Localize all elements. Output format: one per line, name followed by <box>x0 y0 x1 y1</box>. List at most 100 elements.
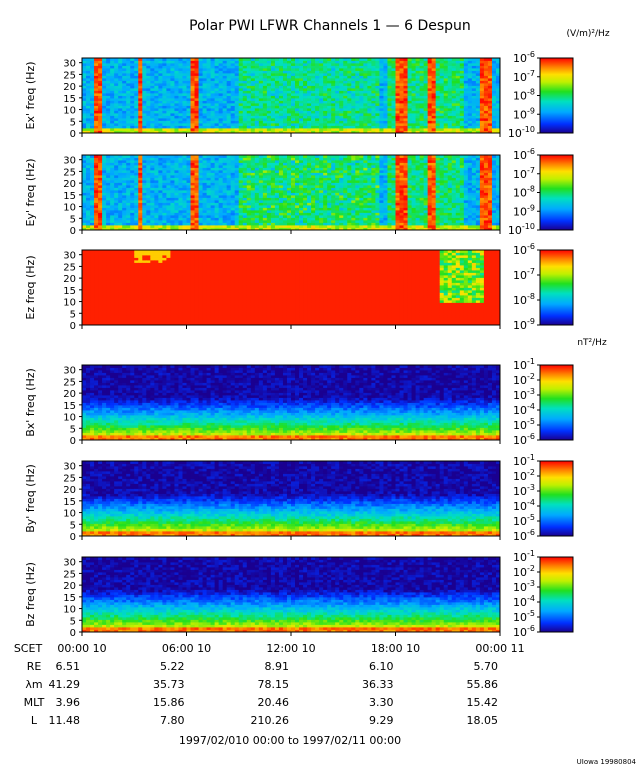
heatmap-cell <box>238 175 244 178</box>
heatmap-cell <box>182 190 187 193</box>
heatmap-cell <box>174 227 179 231</box>
heatmap-cell <box>106 200 111 203</box>
heatmap-cell <box>206 63 212 66</box>
heatmap-cell <box>443 108 449 111</box>
heatmap-cell <box>459 90 465 94</box>
heatmap-cell <box>270 128 276 131</box>
heatmap-cell <box>158 90 163 94</box>
heatmap-cell <box>154 108 159 111</box>
heatmap-cell <box>194 172 199 176</box>
heatmap-cell <box>130 160 135 163</box>
heatmap-cell <box>274 103 280 106</box>
heatmap-cell <box>166 103 171 106</box>
heatmap-cell <box>222 162 228 166</box>
heatmap-cell <box>286 207 292 211</box>
heatmap-cell <box>214 210 220 213</box>
heatmap-cell <box>391 105 396 109</box>
heatmap-cell <box>319 85 324 89</box>
heatmap-cell <box>130 225 135 228</box>
heatmap-cell <box>375 123 380 126</box>
heatmap-cell <box>335 100 340 104</box>
heatmap-cell <box>214 195 220 198</box>
heatmap-cell <box>198 155 203 158</box>
heatmap-cell <box>170 162 175 166</box>
heatmap-cell <box>234 90 240 94</box>
heatmap-cell <box>262 90 268 94</box>
heatmap-cell <box>262 120 268 124</box>
heatmap-cell <box>363 80 368 84</box>
heatmap-cell <box>146 108 151 111</box>
heatmap-cell <box>214 157 220 161</box>
heatmap-cell <box>455 85 461 89</box>
heatmap-cell <box>274 187 280 191</box>
heatmap-cell <box>407 73 412 76</box>
heatmap-cell <box>282 182 288 186</box>
heatmap-cell <box>194 192 199 196</box>
heatmap-cell <box>138 105 143 109</box>
heatmap-cell <box>258 185 264 188</box>
heatmap-cell <box>339 103 344 106</box>
heatmap-cell <box>162 83 167 86</box>
heatmap-cell <box>258 192 264 196</box>
heatmap-cell <box>118 130 123 134</box>
heatmap-cell <box>467 78 473 81</box>
heatmap-cell <box>250 197 256 201</box>
heatmap-cell <box>487 98 493 101</box>
heatmap-cell <box>299 180 304 183</box>
heatmap-cell <box>142 108 147 111</box>
heatmap-cell <box>214 75 220 79</box>
heatmap-cell <box>242 162 248 166</box>
heatmap-cell <box>347 75 352 79</box>
heatmap-cell <box>295 110 300 114</box>
heatmap-cell <box>134 220 139 223</box>
heatmap-cell <box>383 113 388 116</box>
heatmap-cell <box>214 162 220 166</box>
heatmap-cell <box>186 217 191 221</box>
heatmap-cell <box>483 75 489 79</box>
heatmap-cell <box>254 205 260 208</box>
heatmap-cell <box>295 167 300 171</box>
heatmap-cell <box>307 63 312 66</box>
heatmap-cell <box>122 192 127 196</box>
heatmap-cell <box>150 210 155 213</box>
heatmap-cell <box>495 75 501 79</box>
heatmap-cell <box>158 130 163 134</box>
heatmap-cell <box>130 100 135 104</box>
heatmap-cell <box>295 128 300 131</box>
heatmap-cell <box>94 182 99 186</box>
heatmap-cell <box>383 110 388 114</box>
heatmap-cell <box>206 128 212 131</box>
heatmap-cell <box>315 170 320 173</box>
heatmap-cell <box>158 125 163 129</box>
heatmap-cell <box>150 73 155 76</box>
heatmap-cell <box>451 75 457 79</box>
heatmap-cell <box>198 100 203 104</box>
heatmap-cell <box>174 170 179 173</box>
heatmap-cell <box>94 105 99 109</box>
heatmap-cell <box>371 90 376 94</box>
heatmap-cell <box>427 110 433 114</box>
heatmap-cell <box>443 98 449 101</box>
heatmap-cell <box>154 207 159 211</box>
heatmap-cell <box>327 227 332 231</box>
heatmap-cell <box>343 105 348 109</box>
heatmap-cell <box>347 130 352 134</box>
heatmap-cell <box>343 128 348 131</box>
heatmap-cell <box>443 128 449 131</box>
heatmap-cell <box>483 115 489 119</box>
heatmap-cell <box>323 165 328 168</box>
heatmap-cell <box>375 65 380 69</box>
heatmap-cell <box>178 162 183 166</box>
heatmap-cell <box>423 63 429 66</box>
heatmap-cell <box>307 207 312 211</box>
heatmap-cell <box>234 177 240 181</box>
heatmap-cell <box>114 68 119 71</box>
heatmap-cell <box>178 160 183 163</box>
heatmap-cell <box>319 165 324 168</box>
heatmap-cell <box>415 75 421 79</box>
heatmap-cell <box>194 155 199 158</box>
heatmap-cell <box>331 83 336 86</box>
heatmap-cell <box>150 125 155 129</box>
heatmap-cell <box>102 58 107 61</box>
heatmap-cell <box>130 103 135 106</box>
